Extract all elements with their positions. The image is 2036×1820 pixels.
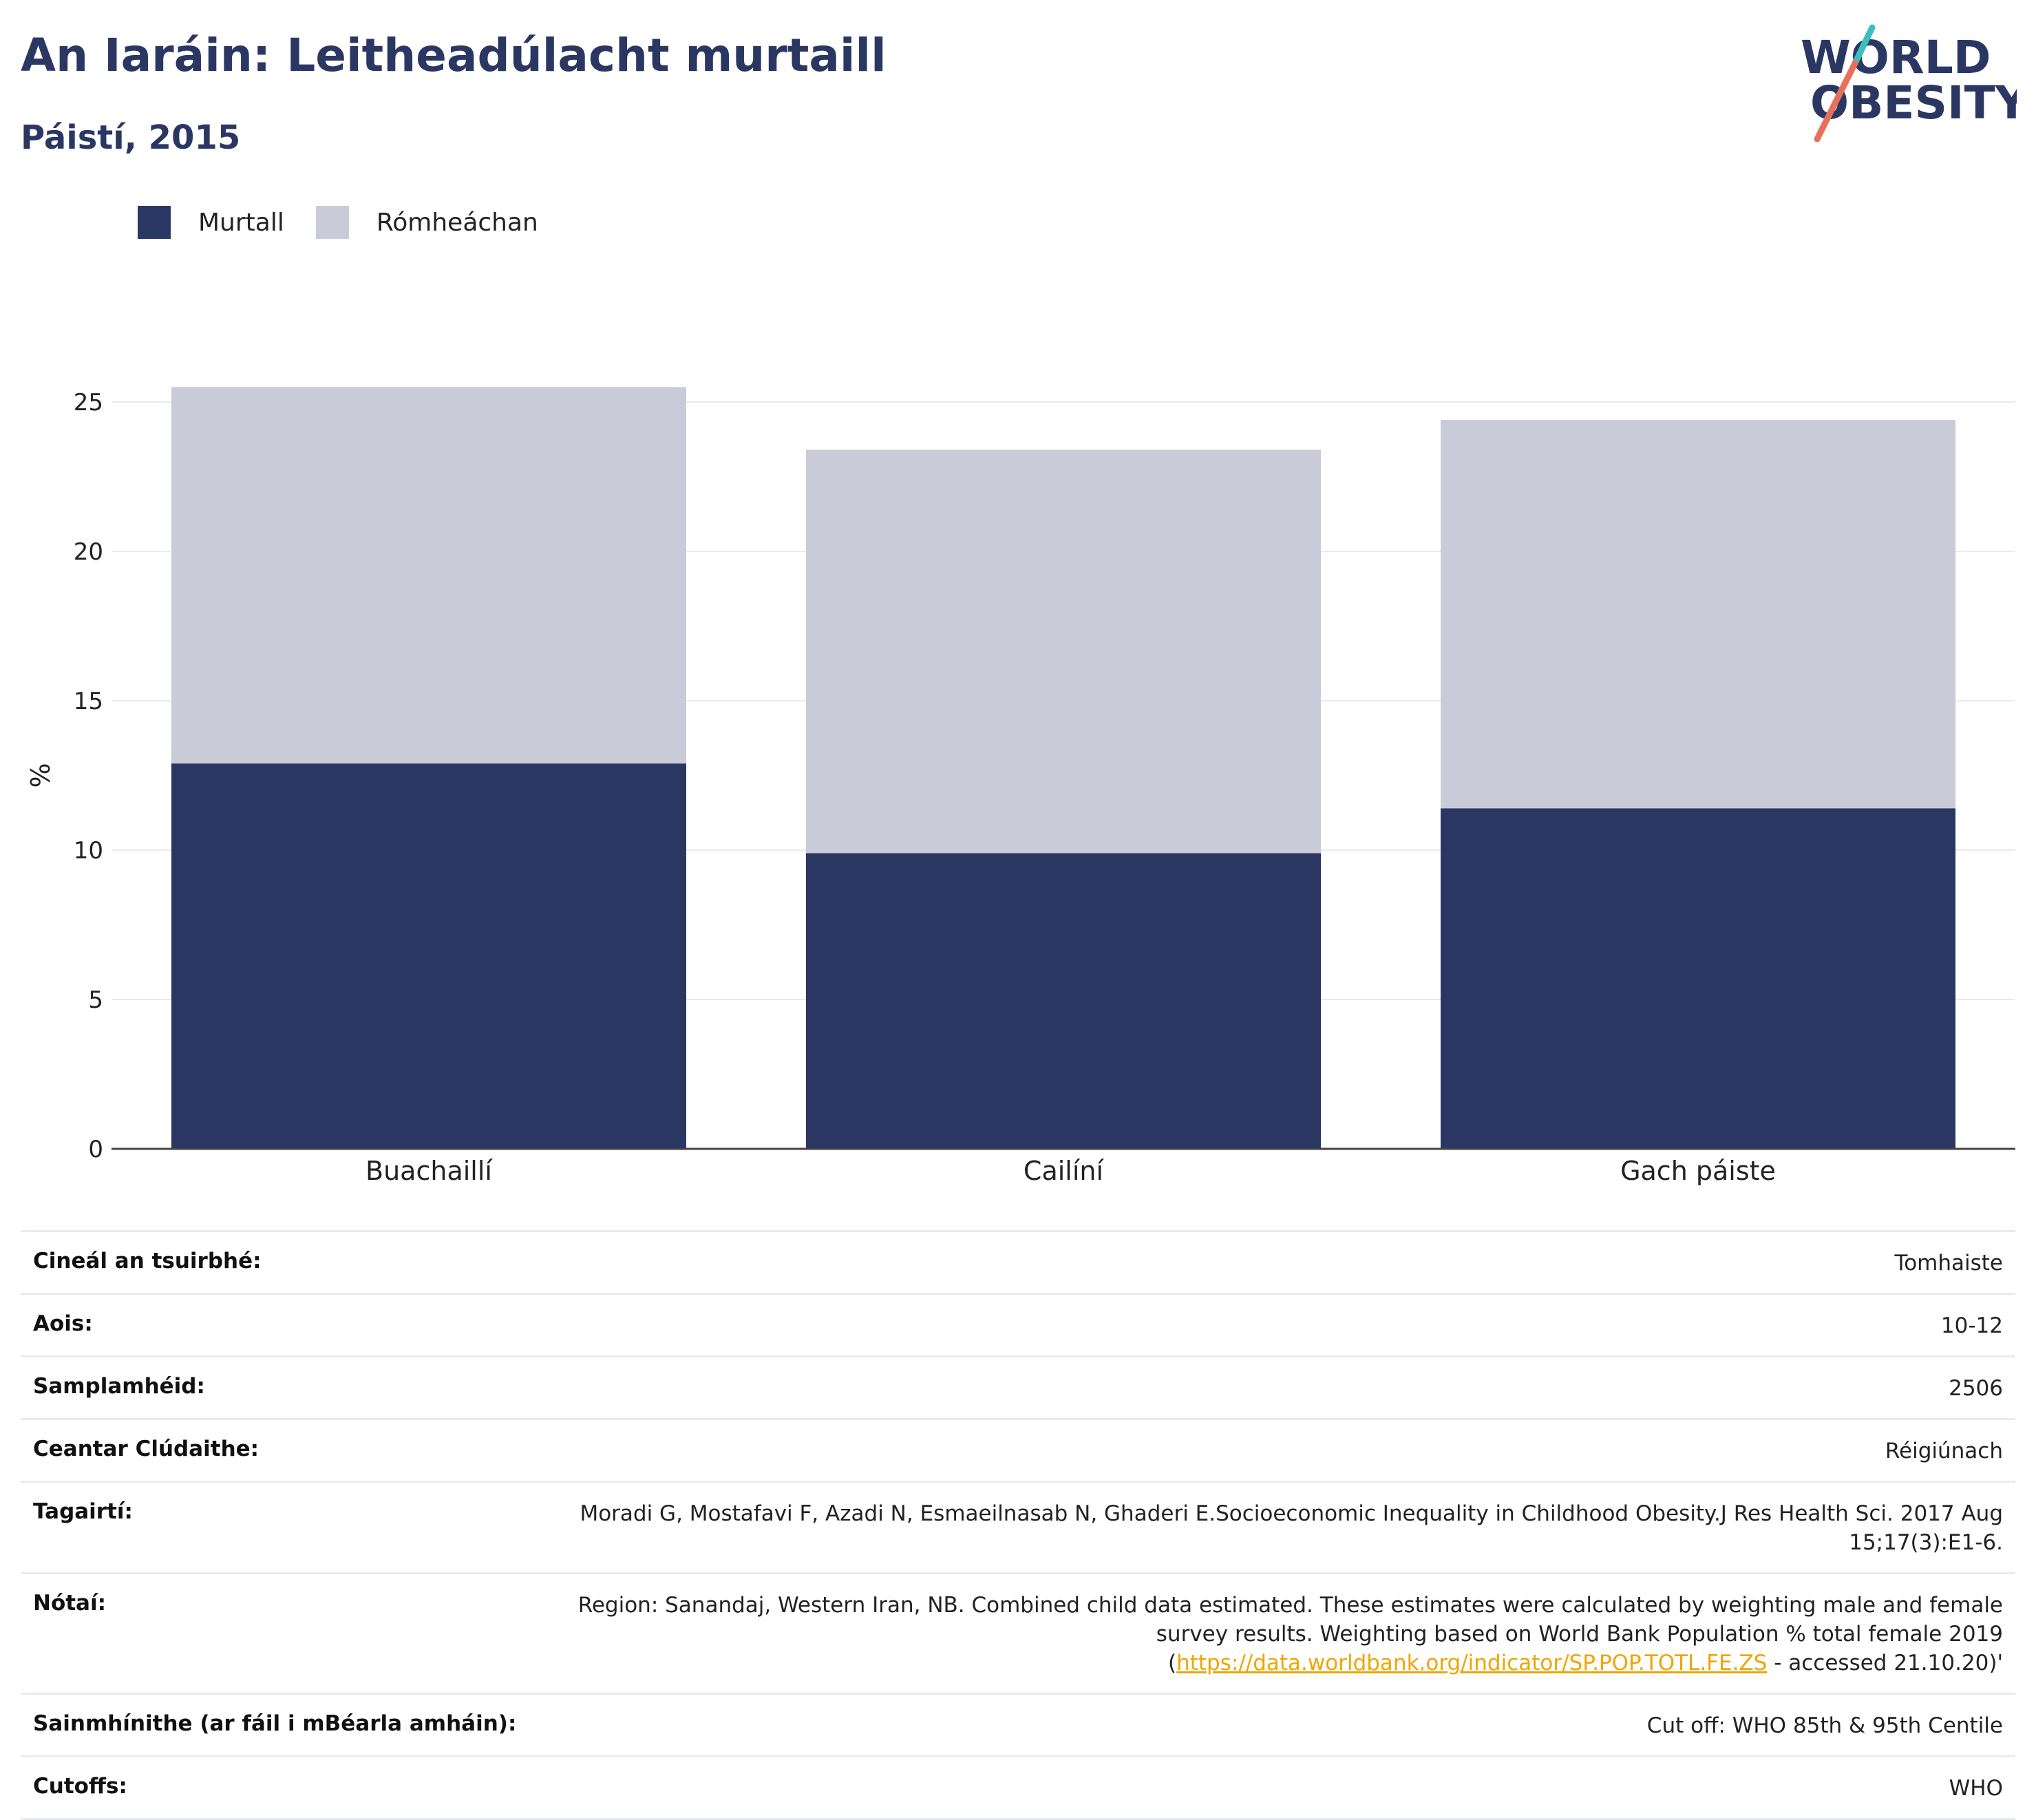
bar-romheachan <box>171 387 686 764</box>
info-value: Réigiúnach <box>1885 1439 2003 1463</box>
info-key: Tagairtí: <box>33 1499 133 1524</box>
info-key: Samplamhéid: <box>33 1374 205 1399</box>
info-row-area-covered: Ceantar Clúdaithe: Réigiúnach <box>21 1418 2015 1481</box>
info-row-survey-type: Cineál an tsuirbhé: Tomhaiste <box>21 1230 2015 1293</box>
info-key: Cutoffs: <box>33 1774 127 1799</box>
y-tick-label: 20 <box>74 538 103 566</box>
legend-item-murtall[interactable]: Murtall <box>138 206 284 239</box>
bar-murtall <box>806 853 1321 1149</box>
legend-swatch-murtall <box>138 206 171 239</box>
bar-murtall <box>171 763 686 1149</box>
x-tick-label: Cailíní <box>1024 1156 1105 1186</box>
info-key: Cineál an tsuirbhé: <box>33 1249 262 1273</box>
info-value: 10-12 <box>1940 1313 2003 1338</box>
info-value: Tomhaiste <box>1894 1251 2003 1276</box>
bar-romheachan <box>1441 420 1955 809</box>
y-tick-label: 25 <box>74 389 103 416</box>
chart-subtitle: Páistí, 2015 <box>21 118 241 157</box>
info-table: Cineál an tsuirbhé: Tomhaiste Aois: 10-1… <box>21 1230 2015 1820</box>
info-value: 2506 <box>1949 1376 2003 1401</box>
chart-title: An Iaráin: Leitheadúlacht murtaill <box>21 29 887 82</box>
logo-slash-coral <box>1814 60 1858 142</box>
bar-murtall <box>1441 808 1955 1149</box>
info-key: Aois: <box>33 1311 93 1336</box>
info-value: Cut off: WHO 85th & 95th Centile <box>1646 1713 2003 1738</box>
notes-text-end: - accessed 21.10.20)' <box>1767 1651 2003 1675</box>
notes-text: Region: Sanandaj, Western Iran, NB. Comb… <box>577 1593 2003 1675</box>
notes-link[interactable]: https://data.worldbank.org/indicator/SP.… <box>1176 1651 1768 1675</box>
world-obesity-logo: WORLD OBESITY <box>1801 24 2017 142</box>
info-key: Sainmhínithe (ar fáil i mBéarla amháin): <box>33 1711 517 1736</box>
info-value: Region: Sanandaj, Western Iran, NB. Comb… <box>558 1591 2003 1678</box>
x-tick-label: Gach páiste <box>1620 1156 1776 1186</box>
info-row-references: Tagairtí: Moradi G, Mostafavi F, Azadi N… <box>21 1481 2015 1572</box>
logo-slash-teal <box>1852 24 1876 67</box>
info-row-definitions: Sainmhínithe (ar fáil i mBéarla amháin):… <box>21 1693 2015 1755</box>
info-key: Ceantar Clúdaithe: <box>33 1437 259 1461</box>
bar-romheachan <box>806 449 1321 854</box>
y-tick-label: 0 <box>88 1136 103 1163</box>
info-key: Nótaí: <box>33 1591 107 1616</box>
bar-chart: 0 5 10 15 20 25% Buachaillí Cailíní Gach páiste <box>25 387 2015 1186</box>
y-tick-label: 15 <box>74 688 103 715</box>
logo-text-world: WORLD <box>1801 31 1991 84</box>
info-row-sample-size: Samplamhéid: 2506 <box>21 1355 2015 1418</box>
info-value: WHO <box>1949 1776 2003 1801</box>
legend-label-romheachan: Rómheáchan <box>376 208 538 237</box>
legend-label-murtall: Murtall <box>198 208 284 237</box>
info-row-notes: Nótaí: Region: Sanandaj, Western Iran, N… <box>21 1572 2015 1693</box>
x-tick-label: Buachaillí <box>365 1156 493 1186</box>
y-axis-title: % <box>25 763 56 787</box>
info-row-age: Aois: 10-12 <box>21 1293 2015 1355</box>
y-tick-label: 5 <box>88 986 103 1014</box>
info-value: Moradi G, Mostafavi F, Azadi N, Esmaeiln… <box>580 1501 2003 1555</box>
chart-legend: Murtall Rómheáchan <box>138 205 570 240</box>
legend-swatch-romheachan <box>315 206 349 239</box>
legend-item-romheachan[interactable]: Rómheáchan <box>315 206 538 239</box>
info-row-cutoffs: Cutoffs: WHO <box>21 1755 2015 1820</box>
y-tick-label: 10 <box>74 837 103 865</box>
